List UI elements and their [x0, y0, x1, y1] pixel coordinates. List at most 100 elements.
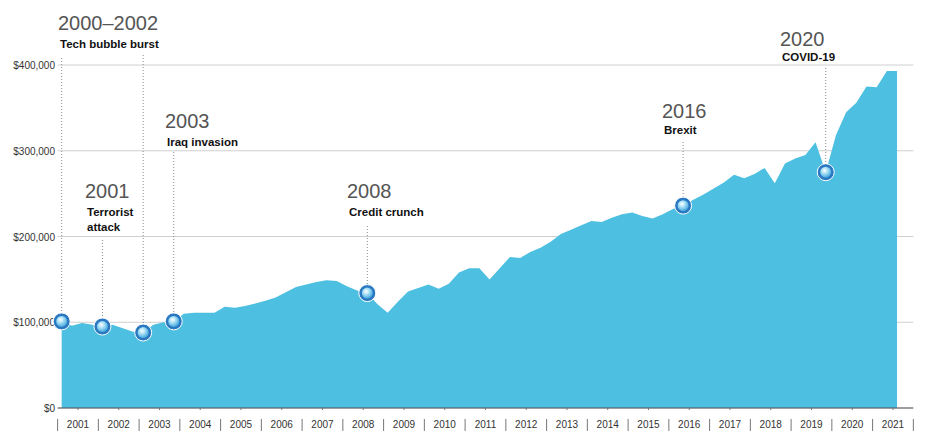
x-tick [607, 408, 608, 410]
x-tick-label: 2007 [311, 419, 334, 430]
year-separator [791, 419, 792, 431]
y-tick-label: $400,000 [13, 60, 55, 71]
year-separator [709, 419, 710, 431]
annotation-leader [61, 58, 62, 313]
annotation-year: 2000–2002 [58, 12, 158, 34]
x-tick-label: 2002 [108, 419, 131, 430]
annotation-marker [135, 324, 152, 341]
annotation-year: 2016 [662, 100, 707, 122]
annotation-leader [683, 142, 684, 198]
annotation-marker [53, 313, 70, 330]
annotation-text: Credit crunch [349, 206, 424, 218]
annotation-marker-inner [168, 316, 179, 327]
x-tick [363, 408, 364, 410]
annotation-marker [359, 285, 376, 302]
year-separator [383, 419, 384, 431]
x-tick-label: 2003 [148, 419, 171, 430]
annotation-marker [817, 164, 834, 181]
x-tick-label: 2001 [67, 419, 90, 430]
x-tick-label: 2015 [637, 419, 660, 430]
x-tick [444, 408, 445, 410]
x-tick [281, 408, 282, 410]
year-separator [505, 419, 506, 431]
x-tick-label: 2011 [475, 419, 497, 430]
year-separator [465, 419, 466, 431]
annotation-text: Terroristattack [87, 206, 134, 233]
x-tick [770, 408, 771, 410]
area [62, 71, 897, 408]
year-separator [139, 419, 140, 431]
annotation-year: 2008 [347, 180, 392, 202]
annotation-leader [102, 240, 103, 319]
annotation-marker [165, 313, 182, 330]
x-tick-label: 2005 [230, 419, 253, 430]
x-tick-label: 2010 [434, 419, 457, 430]
x-tick [852, 408, 853, 410]
year-separator [302, 419, 303, 431]
annotation-marker-inner [678, 200, 689, 211]
x-tick [526, 408, 527, 410]
annotation-text-line: Terrorist [87, 206, 134, 218]
grid [58, 65, 914, 408]
annotation-text: Tech bubble burst [60, 38, 159, 50]
annotation-year: 2003 [165, 110, 210, 132]
year-separator [587, 419, 588, 431]
x-tick-label: 2012 [515, 419, 538, 430]
annotation-year: 2001 [85, 180, 130, 202]
annotations: 2000–2002 Tech bubble burst 2001 Terrorista… [58, 12, 835, 325]
annotation-marker-inner [138, 327, 149, 338]
annotation-markers [53, 164, 834, 341]
x-tick [811, 408, 812, 410]
grid-line [58, 65, 914, 66]
y-tick-label: $300,000 [13, 146, 55, 157]
x-tick-label: 2016 [678, 419, 701, 430]
x-tick-label: 2008 [352, 419, 375, 430]
annotation-leader [173, 152, 174, 313]
x-tick [240, 408, 241, 410]
year-separator [179, 419, 180, 431]
annotation-leader [825, 68, 826, 164]
x-tick-label: 2014 [597, 419, 620, 430]
y-tick-label: $100,000 [13, 317, 55, 328]
year-separator [220, 419, 221, 431]
x-tick-label: 2006 [271, 419, 294, 430]
annotation-leader [143, 55, 144, 325]
annotation-text: Brexit [664, 124, 697, 136]
x-tick [689, 408, 690, 410]
year-separator [98, 419, 99, 431]
year-separator [424, 419, 425, 431]
year-separator [913, 419, 914, 431]
annotation-marker [94, 318, 111, 335]
chart: $0$100,000$200,000$300,000$400,000200120… [0, 0, 940, 438]
year-separator [831, 419, 832, 431]
year-separator [261, 419, 262, 431]
year-separator [668, 419, 669, 431]
x-tick [485, 408, 486, 410]
x-tick [648, 408, 649, 410]
x-tick [77, 408, 78, 410]
x-tick [729, 408, 730, 410]
x-tick-label: 2017 [719, 419, 742, 430]
year-separator [750, 419, 751, 431]
x-tick [892, 408, 893, 410]
y-tick-label: $0 [44, 403, 56, 414]
annotation-leader [367, 226, 368, 285]
x-tick-label: 2018 [760, 419, 783, 430]
annotation-text: Iraq invasion [167, 136, 238, 148]
x-tick [200, 408, 201, 410]
annotation-marker-inner [820, 167, 831, 178]
annotation-marker-inner [56, 316, 67, 327]
x-tick-label: 2020 [841, 419, 864, 430]
year-separator [57, 419, 58, 431]
x-tick-label: 2021 [882, 419, 905, 430]
annotation-marker-inner [97, 321, 108, 332]
annotation-year: 2020 [780, 28, 825, 50]
x-tick-label: 2004 [189, 419, 212, 430]
x-tick-label: 2019 [800, 419, 823, 430]
y-tick-label: $200,000 [13, 232, 55, 243]
year-separator [872, 419, 873, 431]
year-separator [546, 419, 547, 431]
x-tick-label: 2013 [556, 419, 579, 430]
x-tick [159, 408, 160, 410]
annotation-marker [675, 197, 692, 214]
